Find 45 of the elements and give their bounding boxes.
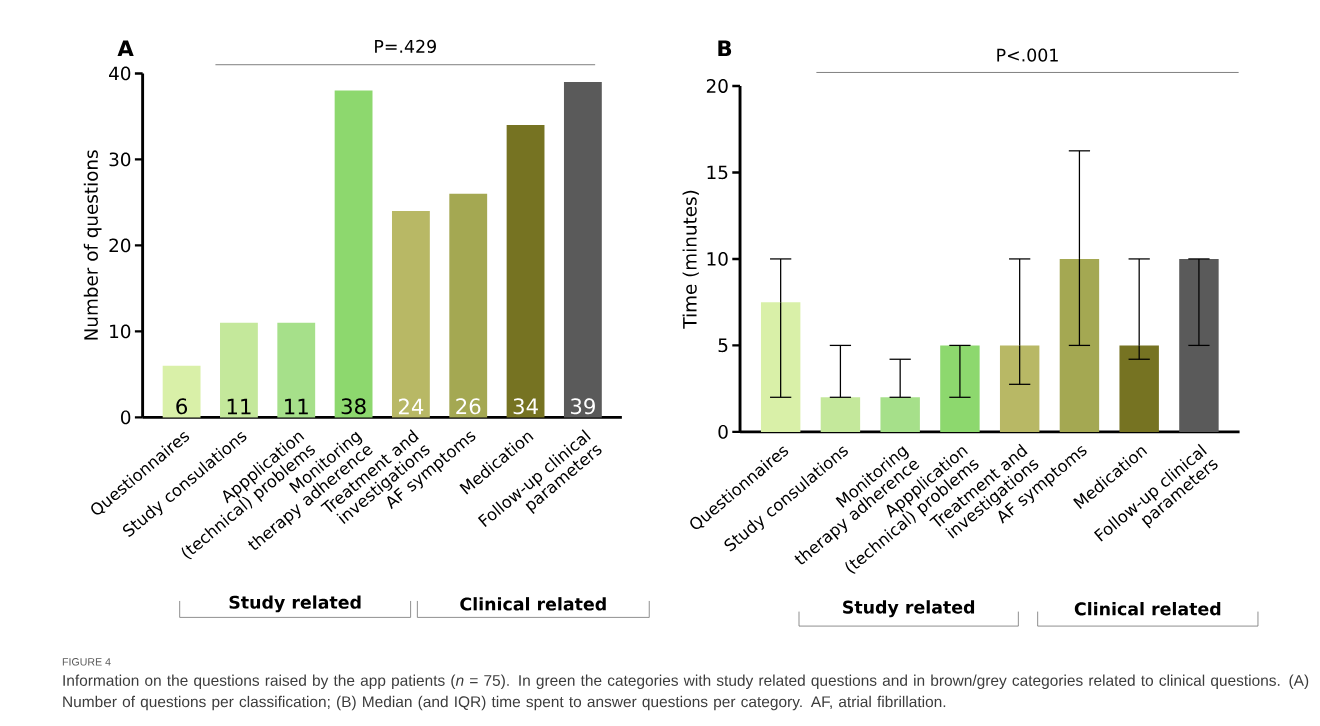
y-tick-label: 20 <box>109 238 131 253</box>
text: P=.429 <box>375 39 436 54</box>
text: P<.001 <box>997 48 1058 62</box>
text: Information on the questions raised by the app patients (n = 75). In green the categories with study related questions and in brown/grey categories related to clinical questions. (A) Number of questions per classification; (B) Median (and IQR) time spent to answer questions per category. AF, atrial fibrillation. <box>63 674 1309 711</box>
data-label: 24 <box>398 398 424 415</box>
bar <box>820 397 861 433</box>
y-tick-label: 30 <box>109 152 131 167</box>
y-tick-label: 10 <box>110 324 131 339</box>
y-tick-label: 40 <box>109 66 131 81</box>
y-tick-label: 5 <box>718 338 728 353</box>
bar <box>449 194 488 418</box>
bar <box>563 82 602 418</box>
bar <box>1179 259 1219 433</box>
bar <box>334 90 373 418</box>
y-axis-title: Time (minutes) <box>682 191 699 329</box>
bar <box>162 365 201 418</box>
y-tick-label: 15 <box>707 165 728 180</box>
data-label: 6 <box>176 398 188 415</box>
text: Clinical related <box>1074 602 1221 616</box>
y-tick-label: 20 <box>706 79 728 94</box>
bar <box>880 397 920 433</box>
data-label: 11 <box>285 399 308 415</box>
bar <box>940 345 980 433</box>
y-axis-title: Number of questions <box>83 150 102 340</box>
text: Study related <box>229 595 361 613</box>
bar <box>1059 259 1100 433</box>
data-label: 11 <box>227 399 251 415</box>
bar <box>391 211 430 418</box>
bar <box>999 345 1040 433</box>
y-tick-label: 0 <box>718 425 728 440</box>
bar <box>277 322 316 418</box>
bar <box>1119 345 1159 433</box>
bar <box>506 125 545 418</box>
text: Clinical related <box>460 597 606 611</box>
data-label: 38 <box>341 398 366 415</box>
data-label: 26 <box>456 398 481 415</box>
caption: FIGURE 4 <box>62 658 111 666</box>
data-label: 34 <box>513 398 538 415</box>
data-label: 39 <box>570 398 595 415</box>
y-tick-label: 0 <box>121 410 131 425</box>
y-tick-label: 10 <box>707 252 728 267</box>
bar <box>220 322 258 418</box>
chart-title: A <box>117 40 134 57</box>
text: Study related <box>843 600 975 618</box>
chart-title: B <box>718 40 732 57</box>
